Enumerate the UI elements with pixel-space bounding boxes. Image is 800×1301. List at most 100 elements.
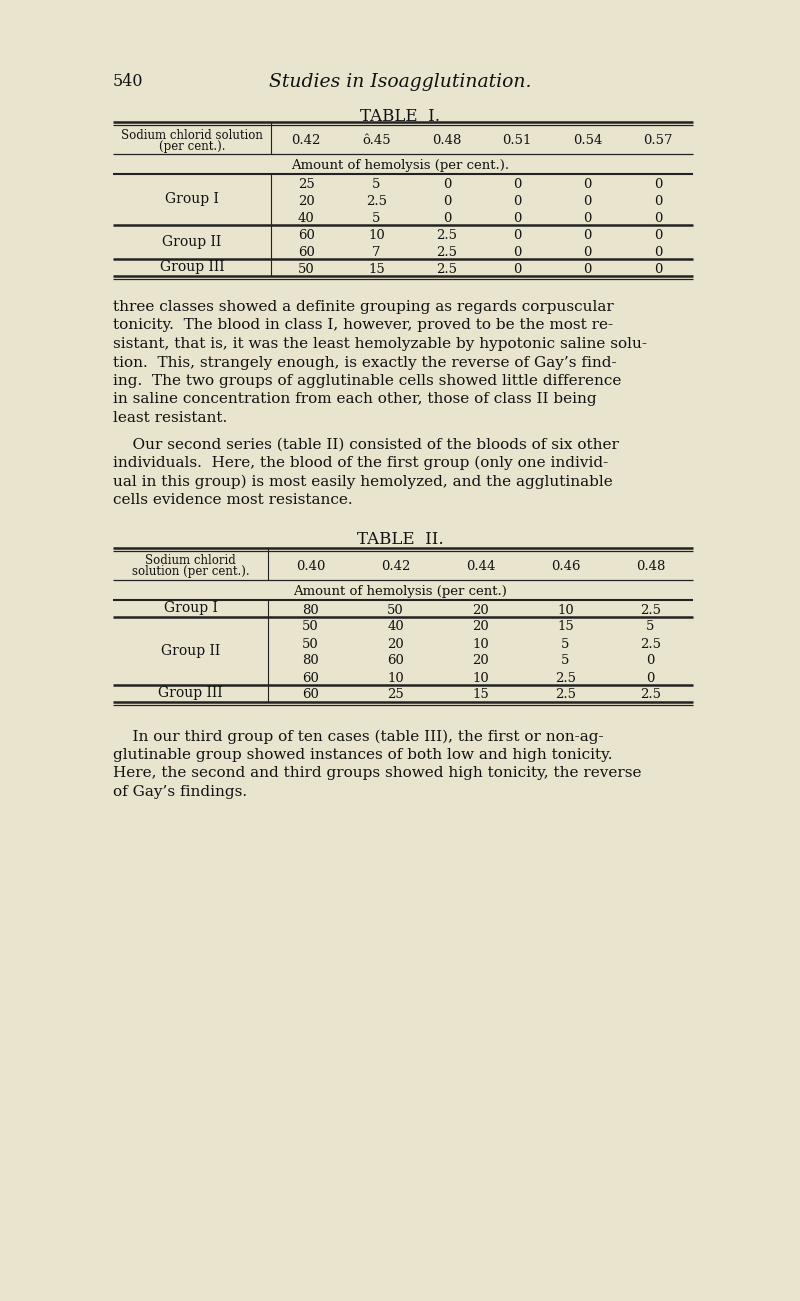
Text: 15: 15	[557, 621, 574, 634]
Text: 0: 0	[583, 263, 592, 276]
Text: ual in this group) is most easily hemolyzed, and the agglutinable: ual in this group) is most easily hemoly…	[113, 475, 613, 489]
Text: 2.5: 2.5	[555, 671, 576, 684]
Text: Amount of hemolysis (per cent.).: Amount of hemolysis (per cent.).	[291, 159, 509, 172]
Text: 60: 60	[302, 688, 319, 701]
Text: glutinable group showed instances of both low and high tonicity.: glutinable group showed instances of bot…	[113, 748, 613, 762]
Text: 0.46: 0.46	[550, 559, 580, 572]
Text: Group II: Group II	[162, 235, 222, 248]
Text: Amount of hemolysis (per cent.): Amount of hemolysis (per cent.)	[293, 584, 507, 597]
Text: 0: 0	[513, 212, 522, 225]
Text: 0: 0	[513, 178, 522, 191]
Text: 0: 0	[646, 671, 654, 684]
Text: 540: 540	[113, 73, 143, 90]
Text: Group I: Group I	[165, 193, 219, 207]
Text: 10: 10	[472, 637, 489, 650]
Text: 0: 0	[442, 195, 451, 208]
Text: Group III: Group III	[160, 260, 224, 275]
Text: 5: 5	[562, 654, 570, 667]
Text: of Gay’s findings.: of Gay’s findings.	[113, 785, 247, 799]
Text: TABLE  I.: TABLE I.	[360, 108, 440, 125]
Text: 0: 0	[654, 246, 662, 259]
Text: Sodium chlorid: Sodium chlorid	[145, 553, 236, 566]
Text: 50: 50	[387, 604, 404, 617]
Text: 0.42: 0.42	[381, 559, 410, 572]
Text: 25: 25	[387, 688, 404, 701]
Text: 2.5: 2.5	[436, 263, 458, 276]
Text: Sodium chlorid solution: Sodium chlorid solution	[121, 129, 263, 142]
Text: 0.44: 0.44	[466, 559, 495, 572]
Text: 60: 60	[302, 671, 319, 684]
Text: 15: 15	[368, 263, 385, 276]
Text: 0: 0	[654, 178, 662, 191]
Text: 0.54: 0.54	[573, 134, 602, 147]
Text: in saline concentration from each other, those of class II being: in saline concentration from each other,…	[113, 393, 597, 406]
Text: 0: 0	[654, 195, 662, 208]
Text: 0: 0	[654, 212, 662, 225]
Text: 80: 80	[302, 604, 319, 617]
Text: 0: 0	[442, 212, 451, 225]
Text: In our third group of ten cases (table III), the first or non-ag-: In our third group of ten cases (table I…	[113, 730, 604, 744]
Text: 0.57: 0.57	[643, 134, 673, 147]
Text: ô.45: ô.45	[362, 134, 391, 147]
Text: 0.51: 0.51	[502, 134, 532, 147]
Text: 0: 0	[583, 229, 592, 242]
Text: 10: 10	[368, 229, 385, 242]
Text: TABLE  II.: TABLE II.	[357, 532, 443, 549]
Text: 5: 5	[372, 178, 381, 191]
Text: 60: 60	[298, 246, 314, 259]
Text: ing.  The two groups of agglutinable cells showed little difference: ing. The two groups of agglutinable cell…	[113, 373, 622, 388]
Text: 40: 40	[387, 621, 404, 634]
Text: Group I: Group I	[163, 601, 218, 615]
Text: 0: 0	[654, 229, 662, 242]
Text: 5: 5	[562, 637, 570, 650]
Text: individuals.  Here, the blood of the first group (only one individ-: individuals. Here, the blood of the firs…	[113, 455, 608, 471]
Text: 10: 10	[557, 604, 574, 617]
Text: 20: 20	[472, 621, 489, 634]
Text: cells evidence most resistance.: cells evidence most resistance.	[113, 493, 353, 507]
Text: 50: 50	[302, 621, 319, 634]
Text: sistant, that is, it was the least hemolyzable by hypotonic saline solu-: sistant, that is, it was the least hemol…	[113, 337, 647, 351]
Text: Here, the second and third groups showed high tonicity, the reverse: Here, the second and third groups showed…	[113, 766, 642, 781]
Text: tion.  This, strangely enough, is exactly the reverse of Gay’s find-: tion. This, strangely enough, is exactly…	[113, 355, 617, 369]
Text: 0: 0	[513, 229, 522, 242]
Text: 0.40: 0.40	[296, 559, 325, 572]
Text: 2.5: 2.5	[640, 688, 661, 701]
Text: three classes showed a definite grouping as regards corpuscular: three classes showed a definite grouping…	[113, 301, 614, 314]
Text: least resistant.: least resistant.	[113, 411, 227, 425]
Text: 15: 15	[472, 688, 489, 701]
Text: 0.42: 0.42	[291, 134, 321, 147]
Text: 40: 40	[298, 212, 314, 225]
Text: (per cent.).: (per cent.).	[158, 141, 226, 154]
Text: 5: 5	[646, 621, 654, 634]
Text: 0: 0	[654, 263, 662, 276]
Text: 0: 0	[513, 195, 522, 208]
Text: 0: 0	[583, 246, 592, 259]
Text: 20: 20	[298, 195, 314, 208]
Text: 20: 20	[472, 604, 489, 617]
Text: 0: 0	[646, 654, 654, 667]
Text: 2.5: 2.5	[555, 688, 576, 701]
Text: 2.5: 2.5	[366, 195, 387, 208]
Text: solution (per cent.).: solution (per cent.).	[132, 565, 250, 578]
Text: Group III: Group III	[158, 686, 223, 700]
Text: Studies in Isoagglutination.: Studies in Isoagglutination.	[269, 73, 531, 91]
Text: 5: 5	[372, 212, 381, 225]
Text: 20: 20	[387, 637, 404, 650]
Text: 50: 50	[302, 637, 319, 650]
Text: 2.5: 2.5	[640, 637, 661, 650]
Text: 50: 50	[298, 263, 314, 276]
Text: 0: 0	[583, 178, 592, 191]
Text: 25: 25	[298, 178, 314, 191]
Text: 20: 20	[472, 654, 489, 667]
Text: tonicity.  The blood in class I, however, proved to be the most re-: tonicity. The blood in class I, however,…	[113, 319, 613, 333]
Text: 2.5: 2.5	[436, 229, 458, 242]
Text: 0: 0	[583, 195, 592, 208]
Text: 2.5: 2.5	[436, 246, 458, 259]
Text: 0: 0	[442, 178, 451, 191]
Text: 10: 10	[472, 671, 489, 684]
Text: 60: 60	[298, 229, 314, 242]
Text: Group II: Group II	[161, 644, 220, 657]
Text: 0: 0	[513, 246, 522, 259]
Text: 80: 80	[302, 654, 319, 667]
Text: 0: 0	[513, 263, 522, 276]
